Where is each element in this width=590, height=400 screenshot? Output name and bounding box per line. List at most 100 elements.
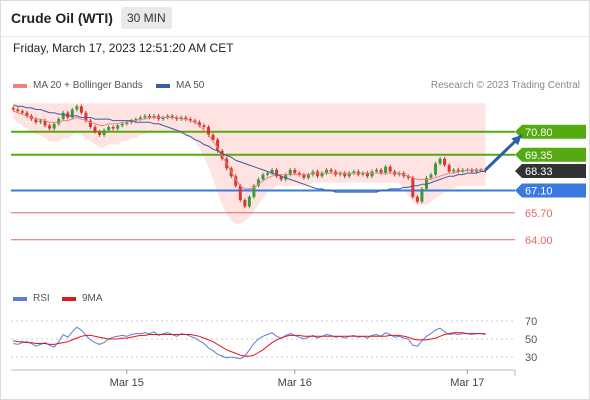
candle-body xyxy=(43,120,47,126)
candle-body xyxy=(75,106,79,110)
rsi-ma-line xyxy=(13,332,486,357)
level-tag-3: 67.10 xyxy=(515,183,586,198)
candle-body xyxy=(166,115,170,118)
candle-body xyxy=(325,169,329,174)
level-label-4: 65.70 xyxy=(525,208,553,220)
candle-body xyxy=(161,117,165,120)
level-tag-bg-2 xyxy=(515,163,586,178)
candle-body xyxy=(66,112,70,118)
candle-body xyxy=(306,174,310,178)
candle-body xyxy=(134,119,138,121)
candle-body xyxy=(438,158,442,164)
candle-body xyxy=(315,171,319,177)
candle-body xyxy=(474,169,478,172)
candle-body xyxy=(147,115,151,118)
candle-body xyxy=(193,120,197,123)
level-tag-1: 69.35 xyxy=(515,147,586,162)
candle-body xyxy=(52,123,56,129)
rsi-ma-swatch xyxy=(62,296,76,301)
rsi-ma-label: 9MA xyxy=(82,293,103,304)
candle-body xyxy=(256,179,260,186)
candle-body xyxy=(266,173,270,175)
candle-body xyxy=(70,109,74,118)
rsi-tick-label-2: 70 xyxy=(525,316,537,328)
candle-body xyxy=(352,171,356,174)
rsi-label: RSI xyxy=(33,293,50,304)
candle-body xyxy=(375,169,379,172)
candle-body xyxy=(243,200,247,207)
candle-body xyxy=(216,139,220,151)
candle-body xyxy=(365,173,369,177)
legend-ma20: MA 20 + Bollinger Bands xyxy=(13,80,143,91)
candle-body xyxy=(34,119,38,123)
candle-body xyxy=(188,119,192,121)
candle-body xyxy=(447,165,451,172)
candle-body xyxy=(284,174,288,180)
candle-body xyxy=(420,188,424,202)
candle-body xyxy=(370,171,374,177)
candle-body xyxy=(347,173,351,177)
candle-body xyxy=(384,166,388,174)
candle-body xyxy=(129,120,133,123)
level-label-3: 67.10 xyxy=(525,186,553,198)
x-tick-label-1: Mar 16 xyxy=(278,377,312,389)
ma50-line xyxy=(13,104,486,193)
candle-body xyxy=(456,169,460,172)
timeframe-badge[interactable]: 30 MIN xyxy=(121,7,172,29)
legend-rsi-ma: 9MA xyxy=(62,293,103,304)
candle-body xyxy=(452,169,456,172)
candle-body xyxy=(343,173,347,177)
candle-body xyxy=(470,169,474,172)
candle-body xyxy=(211,134,215,140)
candle-body xyxy=(39,120,43,123)
legend-ma50: MA 50 xyxy=(156,80,204,91)
candle-body xyxy=(57,119,61,124)
candle-body xyxy=(297,173,301,175)
candle-body xyxy=(88,120,92,127)
level-label-1: 69.35 xyxy=(525,150,553,162)
rsi-tick-label-0: 30 xyxy=(525,352,537,364)
rsi-tick-label-1: 50 xyxy=(525,334,537,346)
candle-body xyxy=(443,158,447,166)
candle-body xyxy=(415,196,419,202)
candle-body xyxy=(234,176,238,186)
candle-body xyxy=(111,127,115,129)
candle-body xyxy=(102,130,106,135)
x-tick-label-2: Mar 17 xyxy=(450,377,484,389)
rsi-line xyxy=(13,326,486,360)
legend-rsi: RSI xyxy=(13,293,50,304)
candle-body xyxy=(184,117,188,120)
chart-datetime: Friday, March 17, 2023 12:51:20 AM CET xyxy=(13,41,234,55)
candle-body xyxy=(406,176,410,178)
candle-body xyxy=(434,163,438,175)
candle-body xyxy=(302,174,306,178)
candle-body xyxy=(170,115,174,118)
level-tag-bg-1 xyxy=(515,147,586,162)
candle-body xyxy=(247,196,251,207)
level-tag-0: 70.80 xyxy=(515,124,586,139)
candle-body xyxy=(275,169,279,177)
candle-body xyxy=(125,122,129,124)
forecast-arrow-head xyxy=(511,134,522,146)
candle-body xyxy=(138,117,142,120)
candle-body xyxy=(379,169,383,174)
candle-body xyxy=(79,106,83,113)
level-tag-bg-3 xyxy=(515,183,586,198)
x-tick-label-0: Mar 15 xyxy=(110,377,144,389)
bollinger-band-area xyxy=(13,103,486,224)
candle-body xyxy=(98,131,102,135)
candle-body xyxy=(207,127,211,135)
candle-body xyxy=(179,117,183,120)
candle-body xyxy=(483,169,487,171)
candle-body xyxy=(293,169,297,174)
ma50-swatch xyxy=(156,83,170,88)
candle-body xyxy=(11,107,15,110)
copyright-text: Research © 2023 Trading Central xyxy=(430,80,580,91)
ma20-swatch xyxy=(13,83,27,88)
candle-body xyxy=(61,112,65,120)
candle-body xyxy=(175,117,179,120)
candle-body xyxy=(320,173,324,177)
candle-body xyxy=(397,173,401,175)
candle-body xyxy=(261,174,265,180)
